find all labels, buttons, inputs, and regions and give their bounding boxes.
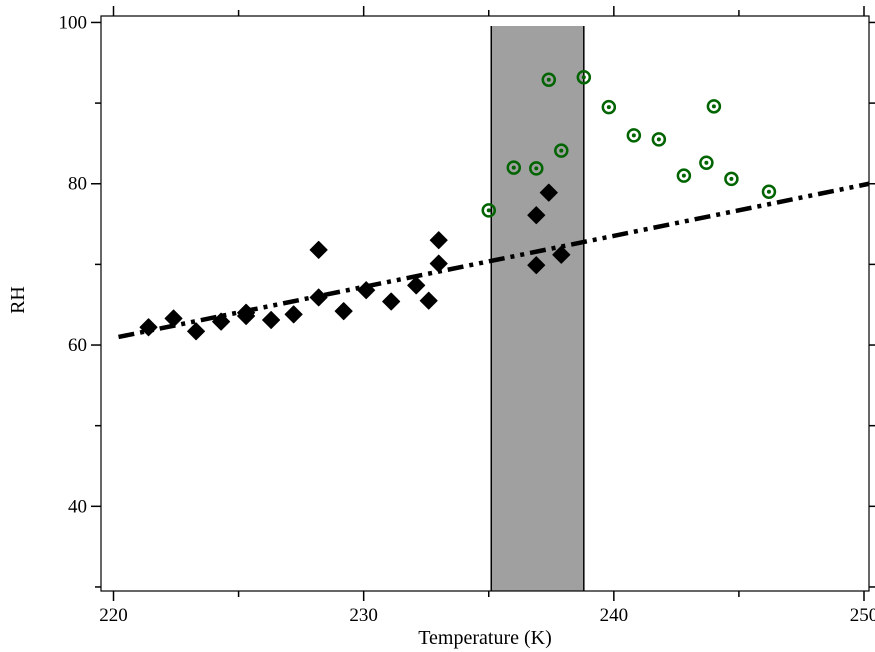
diamond-marker: [212, 312, 231, 331]
shaded-band: [491, 26, 584, 592]
x-tick-label: 230: [349, 605, 378, 626]
circle-marker: [541, 72, 557, 87]
circle-marker-center: [559, 148, 564, 153]
circle-marker: [576, 70, 592, 85]
diamond-marker: [527, 256, 546, 275]
circle-marker: [651, 132, 667, 147]
circle-marker: [724, 171, 739, 187]
y-tick-label: 80: [68, 174, 87, 195]
diamond-marker: [429, 254, 448, 273]
y-tick-label: 100: [59, 12, 88, 33]
circle-marker: [481, 203, 497, 218]
circle-marker-center: [546, 77, 551, 82]
x-tick-label: 240: [600, 605, 629, 626]
circle-marker-center: [631, 133, 636, 138]
diamond-marker: [262, 311, 281, 330]
circle-marker: [554, 143, 569, 158]
circle-marker-center: [704, 160, 709, 165]
y-tick-label: 60: [68, 335, 87, 356]
circle-marker: [676, 168, 692, 183]
diamond-marker: [552, 245, 571, 264]
diamond-marker: [429, 231, 448, 250]
circle-marker-center: [534, 166, 539, 171]
y-tick-label: 40: [68, 496, 87, 517]
series-layer: [139, 70, 777, 341]
circle-marker-center: [681, 173, 686, 178]
diamond-marker: [237, 303, 256, 322]
circle-marker-center: [656, 137, 661, 142]
x-tick-label: 220: [99, 605, 128, 626]
circle-marker-center: [766, 189, 771, 194]
circle-marker-center: [581, 75, 586, 80]
circle-marker-center: [606, 105, 611, 110]
diamond-marker: [309, 240, 328, 259]
circle-marker: [506, 160, 522, 175]
x-tick-label: 250: [850, 605, 875, 626]
diamond-marker: [527, 206, 546, 225]
circle-marker: [699, 155, 714, 171]
plot-frame: [100, 15, 870, 592]
diamond-marker: [139, 318, 158, 337]
diamond-marker: [357, 281, 376, 300]
circle-marker-center: [511, 165, 516, 170]
y-axis-label: RH: [7, 286, 29, 314]
circle-marker-center: [711, 104, 716, 109]
circle-marker: [626, 128, 642, 143]
x-axis-label: Temperature (K): [418, 627, 552, 649]
circle-marker: [529, 161, 544, 176]
diamond-marker: [419, 291, 438, 310]
diamond-marker: [334, 302, 353, 321]
diamond-marker: [539, 183, 558, 202]
diamond-marker: [407, 276, 426, 295]
diamond-marker: [382, 292, 401, 311]
circle-marker-center: [486, 208, 491, 213]
circle-marker: [601, 99, 617, 115]
diamond-marker: [187, 322, 206, 341]
circle-marker: [706, 99, 722, 114]
circle-marker-center: [729, 176, 734, 181]
shaded-band-layer: [490, 26, 585, 592]
diamond-marker: [164, 309, 183, 328]
diamond-marker: [309, 288, 328, 307]
circle-marker: [761, 184, 777, 200]
diamond-marker: [284, 305, 303, 324]
axis-ticks-layer: 220 230 240 250 40 60 80 100: [59, 6, 875, 626]
